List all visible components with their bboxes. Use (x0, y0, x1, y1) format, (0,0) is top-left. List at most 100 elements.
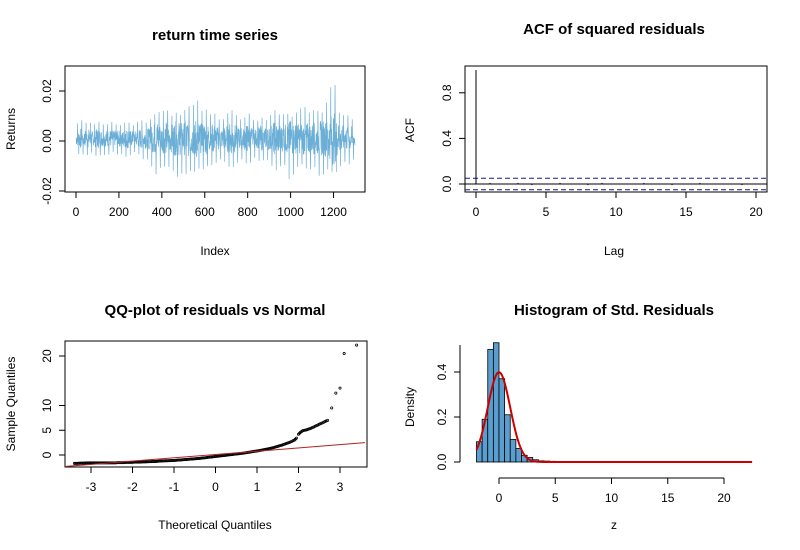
reference-line (66, 442, 365, 467)
qq-point (274, 445, 278, 449)
panel-qq-plot: QQ-plot of residuals vs Normal Theoretic… (4, 302, 368, 532)
qq-point (342, 352, 346, 356)
qq-point (139, 460, 143, 464)
qq-point (303, 428, 307, 432)
plot-frame (64, 340, 368, 468)
x-tick-label: 2 (295, 480, 302, 494)
histogram-bar (515, 448, 522, 463)
x-tick-label: 1200 (320, 205, 347, 219)
chart-title: ACF of squared residuals (523, 21, 705, 38)
y-tick-label: 10 (40, 399, 54, 413)
x-tick-label: 800 (238, 205, 258, 219)
x-axis-label: Theoretical Quantiles (158, 518, 271, 532)
plot-frame (464, 65, 768, 193)
qq-point (276, 444, 280, 448)
y-tick-label: 0.4 (440, 130, 454, 147)
x-axis: -3 -2 -1 0 1 2 3 (86, 466, 344, 494)
y-tick-label: 0.4 (435, 363, 449, 380)
x-axis: 0 5 10 15 20 (473, 191, 763, 219)
x-axis: 0 200 400 600 800 1000 1200 (73, 191, 347, 219)
y-tick-label: -0.02 (40, 177, 54, 205)
qq-point (283, 442, 287, 446)
x-tick-label: 600 (195, 205, 215, 219)
x-tick-label: 1000 (277, 205, 304, 219)
histogram-bar (498, 378, 506, 463)
y-tick-label: 0.8 (440, 84, 454, 101)
series-layer (465, 70, 767, 191)
series-layer (475, 342, 753, 463)
qq-point (281, 443, 285, 447)
x-axis-label: z (611, 518, 617, 532)
x-tick-label: 0 (212, 480, 219, 494)
chart-title: Histogram of Std. Residuals (514, 302, 714, 319)
x-tick-label: 5 (552, 491, 559, 505)
x-axis-label: Lag (604, 244, 624, 258)
qq-point (334, 391, 338, 395)
y-axis-label: Returns (4, 108, 18, 150)
y-tick-label: 0 (40, 451, 54, 458)
x-axis-label: Index (200, 244, 229, 258)
series-layer (66, 343, 365, 467)
qq-point (326, 418, 330, 422)
qq-point (306, 427, 310, 431)
x-tick-label: 10 (605, 491, 619, 505)
x-tick-label: 15 (661, 491, 675, 505)
x-tick-label: 400 (152, 205, 172, 219)
chart-title: return time series (152, 27, 278, 44)
qq-point (272, 446, 276, 450)
x-tick-label: 3 (337, 480, 344, 494)
y-tick-label: 5 (40, 427, 54, 434)
x-tick-label: 1 (254, 480, 261, 494)
qq-point (330, 406, 334, 410)
x-tick-label: 0 (496, 491, 503, 505)
y-axis-label: Density (403, 387, 417, 427)
y-tick-label: 0.00 (40, 129, 54, 153)
y-axis: -0.02 0.00 0.02 (40, 79, 66, 205)
qq-point (338, 386, 342, 390)
x-tick-label: -1 (169, 480, 180, 494)
series-layer (75, 84, 356, 180)
qq-point (294, 436, 298, 440)
qq-point (355, 343, 359, 347)
y-tick-label: 0.02 (40, 79, 54, 103)
y-axis-label: Sample Quantiles (4, 357, 18, 452)
x-tick-label: 10 (609, 205, 623, 219)
qq-point (305, 428, 309, 432)
y-axis: 0 5 10 20 (40, 349, 66, 458)
y-tick-label: 0.0 (440, 175, 454, 192)
histogram-bar (492, 342, 500, 463)
qq-point (287, 441, 291, 445)
x-tick-label: 0 (73, 205, 80, 219)
qq-point (280, 443, 284, 447)
y-axis: 0.0 0.2 0.4 (435, 345, 461, 470)
x-tick-label: 0 (473, 205, 480, 219)
x-tick-label: -3 (86, 480, 97, 494)
qq-point (301, 429, 305, 433)
qq-point (308, 427, 312, 431)
qq-point (273, 445, 277, 449)
y-axis-label: ACF (403, 118, 417, 142)
qq-point (284, 442, 288, 446)
y-tick-label: 0.0 (435, 453, 449, 470)
x-tick-label: -2 (127, 480, 138, 494)
qq-point (285, 441, 289, 445)
x-axis: 0 5 10 15 20 (496, 477, 731, 505)
x-tick-label: 5 (543, 205, 550, 219)
chart-title: QQ-plot of residuals vs Normal (105, 302, 326, 319)
x-tick-label: 200 (109, 205, 129, 219)
y-tick-label: 20 (40, 349, 54, 363)
x-tick-label: 20 (749, 205, 763, 219)
panel-histogram: Histogram of Std. Residuals z Density 0 5… (403, 302, 753, 532)
qq-point (279, 444, 283, 448)
x-tick-label: 20 (717, 491, 731, 505)
normal-density-curve (475, 371, 753, 463)
returns-line (75, 84, 356, 180)
x-tick-label: 15 (679, 205, 693, 219)
histogram-bar (504, 414, 511, 463)
qq-point (277, 444, 281, 448)
histogram-bar (509, 439, 517, 463)
panel-acf: ACF of squared residuals Lag ACF 0 5 10 15 2… (403, 21, 768, 258)
y-tick-label: 0.2 (435, 408, 449, 425)
panel-return-time-series: return time series Index Returns 0 200 400… (4, 27, 366, 258)
